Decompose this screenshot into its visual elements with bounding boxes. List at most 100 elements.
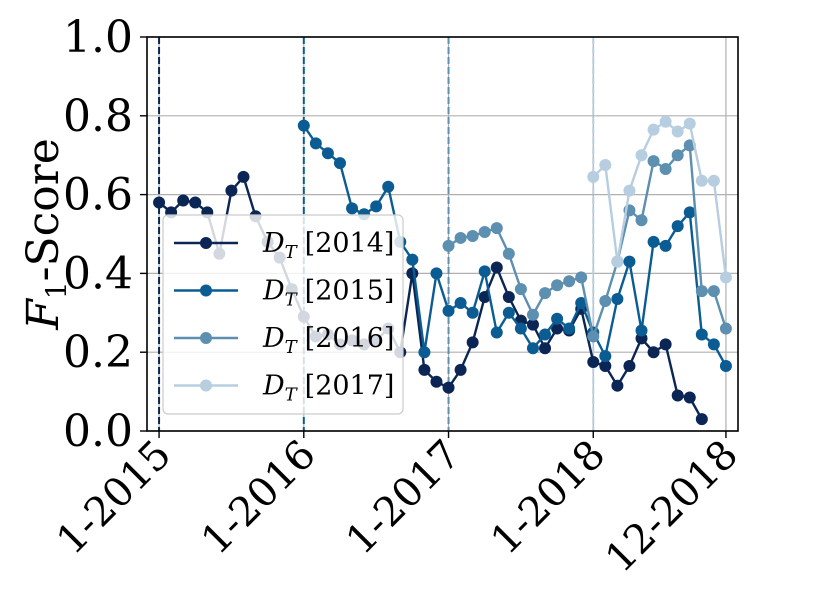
data-point bbox=[466, 306, 479, 319]
y-axis-label: F1-Score bbox=[18, 138, 73, 331]
legend-marker bbox=[200, 332, 212, 344]
x-tick-label: 1-2016 bbox=[193, 432, 325, 564]
data-point bbox=[539, 287, 552, 300]
series-2015 bbox=[297, 119, 732, 372]
data-point bbox=[623, 184, 636, 197]
data-point bbox=[466, 229, 479, 242]
legend-item: DT [2015] bbox=[174, 276, 394, 311]
data-point bbox=[539, 342, 552, 355]
data-point bbox=[647, 123, 660, 136]
data-point bbox=[551, 312, 564, 325]
data-point bbox=[418, 363, 431, 376]
data-point bbox=[526, 318, 539, 331]
data-point bbox=[466, 336, 479, 349]
data-point bbox=[695, 174, 708, 187]
data-point bbox=[611, 293, 624, 306]
data-point bbox=[671, 220, 684, 233]
data-point bbox=[153, 196, 166, 209]
data-point bbox=[635, 214, 648, 227]
data-point bbox=[587, 330, 600, 343]
data-point bbox=[647, 346, 660, 359]
ylabel-rest: -Score bbox=[18, 138, 69, 281]
legend-label: DT [2017] bbox=[262, 371, 394, 406]
data-point bbox=[611, 379, 624, 392]
data-point bbox=[575, 296, 588, 309]
data-point bbox=[514, 322, 527, 335]
y-axis-ticks: 0.0 0.2 0.4 0.6 0.8 1.0 bbox=[63, 12, 147, 457]
data-point bbox=[406, 253, 419, 266]
data-point bbox=[309, 137, 322, 150]
data-point bbox=[671, 389, 684, 402]
data-point bbox=[321, 147, 334, 160]
data-point bbox=[490, 261, 503, 274]
data-point bbox=[418, 346, 431, 359]
data-point bbox=[370, 200, 383, 213]
legend-marker bbox=[200, 284, 212, 297]
data-point bbox=[659, 338, 672, 351]
data-point bbox=[502, 306, 515, 319]
data-point bbox=[454, 363, 467, 376]
series-line bbox=[592, 120, 728, 278]
series-line bbox=[447, 144, 728, 338]
data-point bbox=[454, 296, 467, 309]
data-point bbox=[346, 202, 359, 215]
series-line bbox=[158, 175, 703, 420]
data-point bbox=[526, 342, 539, 355]
data-point bbox=[225, 184, 238, 197]
data-point bbox=[635, 149, 648, 162]
legend-marker bbox=[200, 237, 212, 249]
plot-frame bbox=[146, 36, 739, 432]
data-point bbox=[599, 159, 612, 172]
data-point bbox=[587, 356, 600, 369]
legend-label: DT [2015] bbox=[262, 276, 394, 311]
y-tick-label: 0.0 bbox=[63, 406, 133, 457]
legend-label: DT [2014] bbox=[262, 228, 394, 263]
data-point bbox=[659, 162, 672, 175]
data-point bbox=[587, 170, 600, 183]
data-point bbox=[719, 271, 732, 284]
ylabel-sub: 1 bbox=[40, 281, 73, 299]
data-point bbox=[635, 324, 648, 337]
data-point bbox=[177, 194, 190, 207]
data-point bbox=[430, 375, 443, 388]
series-2016 bbox=[442, 139, 732, 343]
data-point bbox=[647, 235, 660, 248]
data-point bbox=[719, 322, 732, 335]
data-point bbox=[683, 117, 696, 130]
data-point bbox=[478, 291, 491, 304]
data-point bbox=[382, 180, 395, 193]
data-point bbox=[454, 231, 467, 244]
data-point bbox=[719, 359, 732, 372]
data-point bbox=[683, 391, 696, 404]
data-point bbox=[551, 279, 564, 292]
data-point bbox=[599, 350, 612, 363]
data-point bbox=[442, 381, 455, 394]
data-point bbox=[442, 239, 455, 252]
legend-item: DT [2016] bbox=[174, 323, 394, 358]
data-point bbox=[490, 326, 503, 339]
data-point bbox=[659, 239, 672, 252]
y-tick-label: 0.2 bbox=[63, 327, 133, 378]
y-tick-label: 0.6 bbox=[63, 170, 133, 221]
data-point bbox=[297, 119, 310, 132]
x-tick-label: 12-2018 bbox=[597, 432, 747, 582]
data-point bbox=[237, 170, 250, 183]
data-point bbox=[502, 247, 515, 260]
legend-marker bbox=[200, 379, 212, 392]
data-point bbox=[514, 283, 527, 296]
data-point bbox=[563, 275, 576, 288]
data-point bbox=[695, 328, 708, 341]
data-point bbox=[707, 338, 720, 351]
data-point bbox=[683, 206, 696, 219]
legend-item: DT [2014] bbox=[174, 228, 394, 263]
data-point bbox=[599, 294, 612, 307]
legend-label: DT [2016] bbox=[262, 323, 394, 358]
data-point bbox=[695, 413, 708, 426]
data-point bbox=[647, 155, 660, 168]
y-tick-label: 1.0 bbox=[63, 12, 133, 63]
data-point bbox=[599, 359, 612, 372]
data-point bbox=[478, 226, 491, 239]
data-point bbox=[430, 267, 443, 280]
